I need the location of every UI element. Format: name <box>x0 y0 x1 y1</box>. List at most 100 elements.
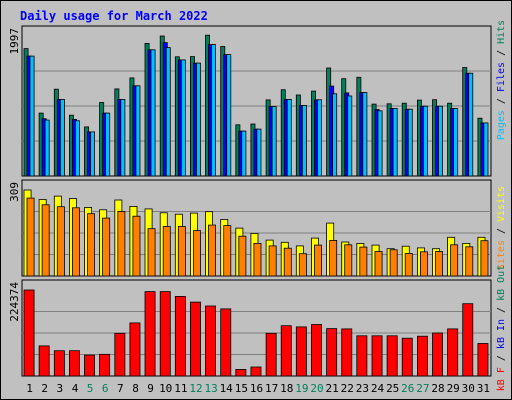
bar-pages-day-2 <box>44 119 50 177</box>
bar-pages-day-22 <box>347 95 353 177</box>
bar-pages-day-5 <box>90 131 95 177</box>
bar-sites-day-22 <box>344 244 353 277</box>
bar-sites-day-12 <box>192 230 201 277</box>
bar-sites-day-15 <box>238 235 247 277</box>
legend-part: Visits <box>496 186 507 222</box>
bar-pages-day-26 <box>407 108 413 177</box>
day-label-29: 29 <box>447 382 460 395</box>
bar-kb-f-day-26 <box>401 337 413 377</box>
bar-kb-f-day-4 <box>69 350 80 377</box>
chart-panels: 1997 309 224374 <box>8 25 492 377</box>
bar-sites-day-2 <box>41 204 50 277</box>
panel-hits-files-pages: 1997 <box>8 25 492 177</box>
legend-part: / <box>496 349 507 367</box>
day-label-15: 15 <box>235 382 248 395</box>
day-label-9: 9 <box>147 382 154 395</box>
bar-sites-day-25 <box>389 249 398 277</box>
bar-pages-day-30 <box>468 72 474 177</box>
day-label-2: 2 <box>41 382 48 395</box>
right-label-sites-visits: Sites / Visits <box>496 186 507 270</box>
legend-part: Sites <box>496 240 507 270</box>
bar-pages-day-20 <box>317 99 322 177</box>
day-label-1: 1 <box>26 382 33 395</box>
bar-sites-day-23 <box>359 246 368 277</box>
right-label-pages-files-hits: Pages / Files / Hits <box>496 20 507 140</box>
day-label-26: 26 <box>401 382 414 395</box>
bar-pages-day-31 <box>483 122 489 177</box>
bar-pages-day-29 <box>453 108 459 177</box>
legend-part: Files <box>496 62 507 92</box>
bar-sites-day-31 <box>480 240 489 277</box>
bar-kb-f-day-28 <box>432 332 444 377</box>
bar-sites-day-11 <box>177 226 186 277</box>
bar-sites-day-28 <box>435 251 443 277</box>
day-label-13: 13 <box>204 382 217 395</box>
bar-kb-f-day-31 <box>477 343 489 377</box>
bar-sites-day-18 <box>283 247 292 277</box>
bar-sites-day-6 <box>102 217 111 277</box>
bar-kb-f-day-12 <box>189 301 201 377</box>
bar-pages-day-15 <box>241 130 247 177</box>
day-label-19: 19 <box>295 382 308 395</box>
bar-sites-day-8 <box>132 215 141 277</box>
bar-kb-f-day-20 <box>311 324 323 377</box>
bar-kb-f-day-18 <box>280 325 292 377</box>
bar-pages-day-13 <box>211 44 216 177</box>
bar-pages-day-19 <box>301 105 307 177</box>
bar-kb-f-day-14 <box>220 308 232 377</box>
day-label-20: 20 <box>310 382 323 395</box>
bar-pages-day-23 <box>362 92 368 177</box>
bar-sites-day-16 <box>253 242 262 277</box>
chart-title: Daily usage for March 2022 <box>20 9 208 23</box>
day-label-17: 17 <box>265 382 278 395</box>
day-label-12: 12 <box>189 382 202 395</box>
panel-max-label: 1997 <box>8 28 21 55</box>
bar-kb-f-day-9 <box>144 291 156 377</box>
bar-sites-day-26 <box>404 253 413 277</box>
bar-kb-f-day-30 <box>462 303 474 377</box>
bar-pages-day-28 <box>438 105 443 177</box>
day-label-18: 18 <box>280 382 293 395</box>
bar-sites-day-1 <box>26 197 35 277</box>
bar-kb-f-day-21 <box>326 328 338 377</box>
bar-pages-day-14 <box>226 54 232 177</box>
bar-pages-day-4 <box>75 120 80 177</box>
bar-sites-day-7 <box>117 210 126 277</box>
bar-pages-day-17 <box>271 106 277 177</box>
bar-kb-f-day-3 <box>53 350 65 377</box>
right-legend-labels: Pages / Files / Hits Sites / Visits kB F /… <box>496 20 507 391</box>
day-label-3: 3 <box>56 382 63 395</box>
legend-part: kB Out <box>496 265 507 301</box>
bar-sites-day-10 <box>162 226 171 277</box>
bar-kb-f-day-27 <box>416 335 428 377</box>
day-label-25: 25 <box>386 382 399 395</box>
bar-pages-day-16 <box>256 128 262 177</box>
bar-kb-f-day-16 <box>250 366 262 377</box>
bar-kb-f-day-8 <box>129 322 141 377</box>
panel-max-label: 309 <box>8 182 21 202</box>
day-label-21: 21 <box>325 382 338 395</box>
bar-sites-day-30 <box>465 246 474 277</box>
day-label-6: 6 <box>102 382 109 395</box>
bar-kb-f-day-7 <box>114 332 126 377</box>
day-label-4: 4 <box>72 382 79 395</box>
bar-kb-f-day-6 <box>99 353 111 377</box>
bar-sites-day-5 <box>87 213 95 277</box>
bar-pages-day-9 <box>150 49 156 177</box>
day-label-16: 16 <box>250 382 263 395</box>
bar-sites-day-13 <box>208 224 216 277</box>
bar-pages-day-6 <box>105 112 111 177</box>
legend-part: kB F <box>496 367 507 391</box>
day-label-31: 31 <box>477 382 490 395</box>
bar-kb-f-day-22 <box>341 328 353 377</box>
bar-kb-f-day-13 <box>205 305 217 377</box>
panel-max-label: 224374 <box>8 282 21 322</box>
day-label-30: 30 <box>462 382 475 395</box>
panel-background <box>21 279 492 377</box>
bar-sites-day-24 <box>374 251 383 277</box>
bar-kb-f-day-15 <box>235 368 247 377</box>
bar-sites-day-20 <box>314 244 322 277</box>
day-label-14: 14 <box>220 382 234 395</box>
day-label-24: 24 <box>371 382 385 395</box>
